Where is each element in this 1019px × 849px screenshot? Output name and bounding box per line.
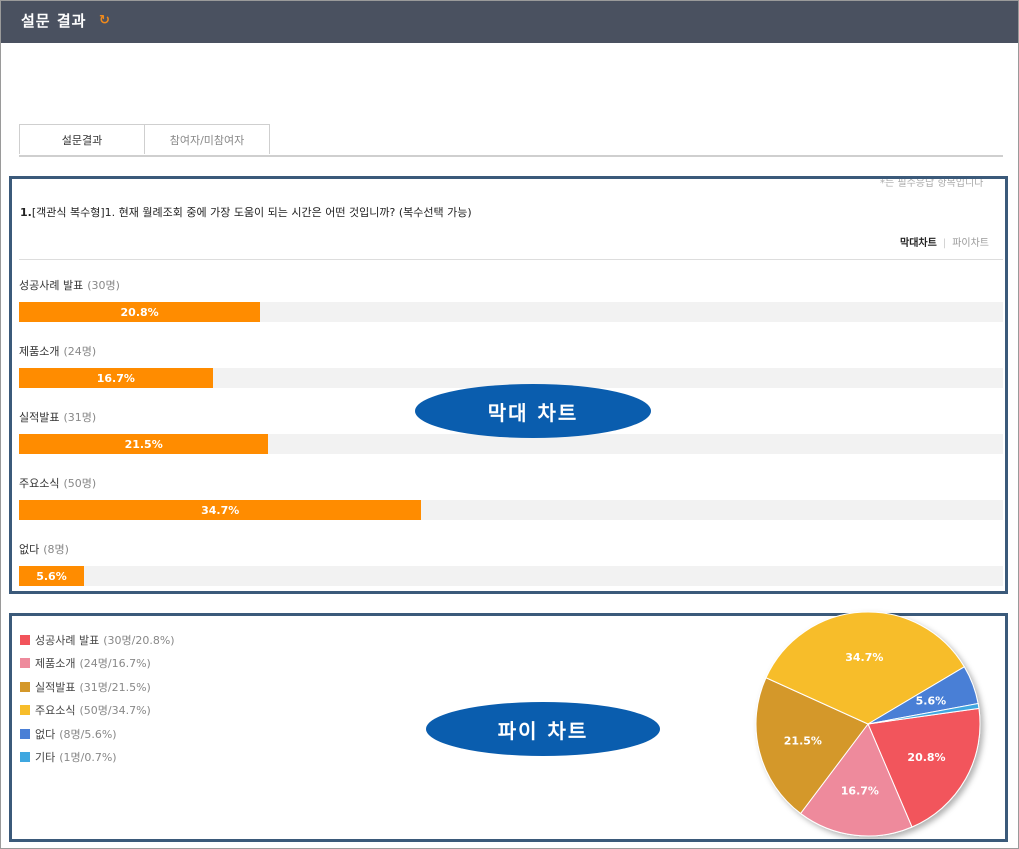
legend-name: 제품소개 xyxy=(35,657,76,671)
required-note: *는 필수응답 항목입니다 xyxy=(880,178,984,189)
legend-name: 주요소식 xyxy=(35,704,76,718)
legend-swatch xyxy=(20,728,30,739)
bar-fill: 5.6% xyxy=(19,566,84,586)
legend-name: 없다 xyxy=(35,727,56,741)
toggle-separator: | xyxy=(942,238,947,249)
pie-slice-label: 21.5% xyxy=(784,735,822,748)
legend-detail: (50명/34.7%) xyxy=(79,704,151,718)
refresh-icon[interactable]: ↻ xyxy=(99,13,110,28)
pie-chart-highlight-box xyxy=(9,613,1008,842)
legend-item: 실적발표 (31명/21.5%) xyxy=(20,675,175,699)
legend-item: 기타 (1명/0.7%) xyxy=(20,746,175,770)
bar-track: 16.7% xyxy=(19,368,1003,388)
bar-fill: 16.7% xyxy=(19,368,213,388)
pie-slice-label: 34.7% xyxy=(845,651,883,664)
bar-option-count: (31명) xyxy=(63,411,97,424)
legend-swatch xyxy=(20,705,30,716)
page-title: 설문 결과 xyxy=(21,12,87,30)
pie-slice[interactable] xyxy=(867,702,980,725)
pie-slice[interactable] xyxy=(799,723,913,837)
bar-fill: 20.8% xyxy=(19,302,261,322)
pie-slice-label: 20.8% xyxy=(907,751,945,764)
legend-swatch xyxy=(20,681,30,692)
legend-item: 주요소식 (50명/34.7%) xyxy=(20,699,175,723)
legend-name: 기타 xyxy=(35,751,56,765)
bar-chart-callout: 막대 차트 xyxy=(415,384,651,438)
legend-detail: (24명/16.7%) xyxy=(79,657,151,671)
legend-item: 성공사례 발표 (30명/20.8%) xyxy=(20,628,175,652)
question-text: [객관식 복수형]1. 현재 월례조회 중에 가장 도움이 되는 시간은 어떤 … xyxy=(31,206,472,219)
bar-chart-toggle[interactable]: 막대차트 xyxy=(900,238,937,249)
legend-detail: (31명/21.5%) xyxy=(79,680,151,694)
bar-label: 성공사례 발표 (30명) xyxy=(19,277,120,293)
bar-fill: 34.7% xyxy=(19,500,422,520)
legend-detail: (30명/20.8%) xyxy=(103,633,175,647)
bar-fill: 21.5% xyxy=(19,434,269,454)
bar-option-count: (24명) xyxy=(63,345,97,358)
legend-swatch xyxy=(20,752,30,763)
pie-chart-toggle[interactable]: 파이차트 xyxy=(952,238,989,249)
pie-slice-label: 5.6% xyxy=(916,694,947,707)
bar-label: 제품소개 (24명) xyxy=(19,343,96,359)
pie-slice[interactable] xyxy=(867,707,981,828)
bar-chart-highlight-box xyxy=(9,176,1008,594)
legend-swatch xyxy=(20,658,30,669)
legend-swatch xyxy=(20,634,30,645)
bar-option-name: 주요소식 xyxy=(19,477,60,490)
bar-option-count: (50명) xyxy=(63,477,97,490)
pie-legend: 성공사례 발표 (30명/20.8%) 제품소개 (24명/16.7%) 실적발표 (31… xyxy=(20,628,175,769)
legend-name: 실적발표 xyxy=(35,680,76,694)
chart-toggle: 막대차트 | 파이차트 xyxy=(900,234,1004,249)
legend-item: 제품소개 (24명/16.7%) xyxy=(20,652,175,676)
pie-slice-label: 16.7% xyxy=(841,785,879,798)
bar-track: 5.6% xyxy=(19,566,1003,586)
bar-label: 주요소식 (50명) xyxy=(19,475,96,491)
bar-label: 실적발표 (31명) xyxy=(19,409,96,425)
bar-option-name: 성공사례 발표 xyxy=(19,279,84,292)
tab-survey-results[interactable]: 설문결과 xyxy=(19,124,145,154)
pie-chart: 20.8% 16.7% 21.5% 34.7% 5.6% xyxy=(755,611,981,837)
legend-name: 성공사례 발표 xyxy=(35,633,100,647)
question-title: 1.[객관식 복수형]1. 현재 월례조회 중에 가장 도움이 되는 시간은 어… xyxy=(20,204,472,220)
bar-option-name: 제품소개 xyxy=(19,345,60,358)
question-divider xyxy=(19,259,1003,260)
tab-bar: 설문결과 참여자/미참여자 xyxy=(19,124,1003,157)
bar-option-count: (8명) xyxy=(43,543,69,556)
bar-option-count: (30명) xyxy=(87,279,120,292)
bar-track: 34.7% xyxy=(19,500,1003,520)
bar-option-name: 없다 xyxy=(19,543,40,556)
bar-label: 없다 (8명) xyxy=(19,541,69,557)
bar-option-name: 실적발표 xyxy=(19,411,60,424)
tab-participants[interactable]: 참여자/미참여자 xyxy=(144,124,270,154)
bar-track: 20.8% xyxy=(19,302,1003,322)
legend-item: 없다 (8명/5.6%) xyxy=(20,722,175,746)
pie-chart-callout: 파이 차트 xyxy=(426,702,660,756)
legend-detail: (1명/0.7%) xyxy=(59,751,117,765)
bar-track: 21.5% xyxy=(19,434,1003,454)
legend-detail: (8명/5.6%) xyxy=(59,727,117,741)
question-number: 1. xyxy=(20,206,32,219)
page-header: 설문 결과 ↻ xyxy=(1,1,1018,43)
